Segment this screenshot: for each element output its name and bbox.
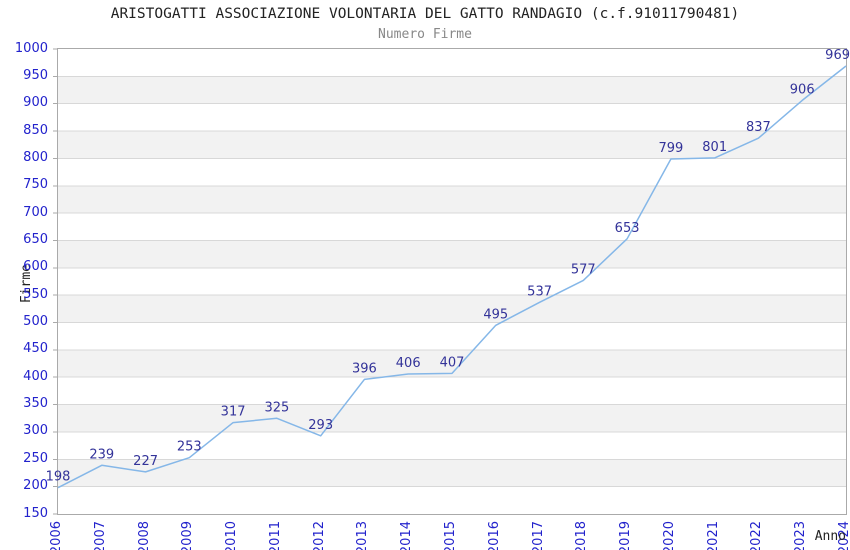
y-tick-label: 900	[23, 95, 48, 111]
shaded-band	[58, 185, 846, 214]
y-tick-label: 600	[23, 259, 48, 275]
x-tick-label: 2018	[574, 517, 589, 550]
data-label: 293	[308, 418, 333, 433]
data-label: 537	[527, 284, 552, 299]
x-tick-label: 2011	[268, 517, 283, 550]
data-label: 906	[790, 82, 815, 97]
shaded-band	[58, 76, 846, 104]
x-tick-label-text: 2012	[311, 521, 327, 550]
chart-title: ARISTOGATTI ASSOCIAZIONE VOLONTARIA DEL …	[110, 6, 740, 22]
x-tick-label-text: 2017	[530, 521, 546, 550]
chart-subtitle: Numero Firme	[378, 27, 472, 42]
plot-svg: 198 239 227 253 317 325 293 396 406 407 495 537 577 6…	[46, 48, 850, 515]
x-tick-label: 2008	[137, 517, 152, 550]
y-tick-label: 1000	[14, 40, 48, 56]
data-label: 577	[571, 262, 596, 277]
x-tick-label-text: 2023	[793, 521, 809, 550]
x-tick-label-text: 2016	[486, 521, 502, 550]
data-label: 407	[440, 355, 465, 370]
x-tick-label-text: 2019	[618, 521, 634, 550]
x-tick-label-text: 2018	[574, 521, 590, 550]
x-tick-label-text: 2020	[661, 521, 677, 550]
x-tick-label: 2022	[749, 517, 764, 550]
x-tick-label-text: 2008	[136, 521, 152, 550]
x-tick-label-text: 2006	[49, 521, 64, 550]
x-tick-label-text: 2013	[355, 521, 371, 550]
data-label: 253	[177, 440, 202, 455]
x-tick-label-text: 2009	[180, 521, 196, 550]
y-tick-label: 450	[23, 341, 48, 357]
x-tick-label: 2007	[93, 517, 108, 550]
x-axis-title: Anno	[814, 529, 846, 544]
shaded-band	[58, 240, 846, 268]
x-tick-label: 2017	[531, 517, 546, 550]
data-label: 406	[396, 356, 421, 371]
x-tick-label: 2020	[662, 517, 677, 550]
y-tick-label: 250	[23, 450, 48, 466]
y-tick-label: 400	[23, 368, 48, 384]
shaded-band	[58, 404, 846, 432]
data-label: 653	[615, 221, 640, 236]
data-label: 495	[483, 307, 508, 322]
y-tick-label: 550	[23, 286, 48, 302]
data-label: 837	[746, 120, 771, 135]
data-label: 799	[658, 141, 683, 156]
plot-area: 198 239 227 253 317 325 293 396 406 407 495 537 577 6…	[46, 48, 850, 515]
x-tick-label-text: 2015	[443, 521, 458, 550]
data-label: 325	[264, 400, 289, 415]
y-tick-label: 150	[23, 505, 48, 521]
data-label: 239	[89, 447, 114, 462]
data-label: 198	[46, 470, 71, 485]
x-tick-label-text: 2014	[399, 521, 415, 550]
x-tick-label: 2014	[399, 517, 414, 550]
x-tick-label: 2015	[443, 517, 458, 550]
y-tick-label: 300	[23, 423, 48, 439]
x-tick-label: 2010	[224, 517, 239, 550]
data-label: 801	[702, 140, 727, 155]
x-tick-label: 2013	[355, 517, 370, 550]
x-tick-label-text: 2021	[705, 521, 721, 550]
x-tick-label: 2023	[793, 517, 808, 550]
x-tick-label: 2012	[312, 517, 327, 550]
shaded-band	[58, 131, 846, 159]
series-line	[57, 65, 847, 489]
y-tick-label: 850	[23, 122, 48, 138]
x-tick-label: 2006	[49, 517, 64, 550]
x-tick-label: 2009	[180, 517, 195, 550]
y-tick-label: 350	[23, 396, 48, 412]
y-tick-label: 650	[23, 231, 48, 247]
data-label: 317	[221, 405, 246, 420]
x-tick-label: 2019	[618, 517, 633, 550]
shaded-band	[58, 459, 846, 487]
x-tick-label: 2021	[706, 517, 721, 550]
data-label: 969	[825, 48, 850, 63]
x-tick-label-text: 2011	[267, 521, 283, 550]
x-tick-label: 2016	[487, 517, 502, 550]
data-label: 227	[133, 454, 158, 469]
y-tick-label: 200	[23, 478, 48, 494]
y-tick-label: 800	[23, 149, 48, 165]
shaded-band	[58, 295, 846, 323]
data-label: 396	[352, 361, 377, 376]
y-tick-label: 950	[23, 67, 48, 83]
x-tick-label-text: 2007	[92, 521, 108, 550]
y-tick-label: 750	[23, 177, 48, 193]
x-tick-label-text: 2010	[224, 521, 240, 550]
y-tick-label: 500	[23, 314, 48, 330]
x-tick-label-text: 2022	[749, 521, 765, 550]
y-tick-label: 700	[23, 204, 48, 220]
